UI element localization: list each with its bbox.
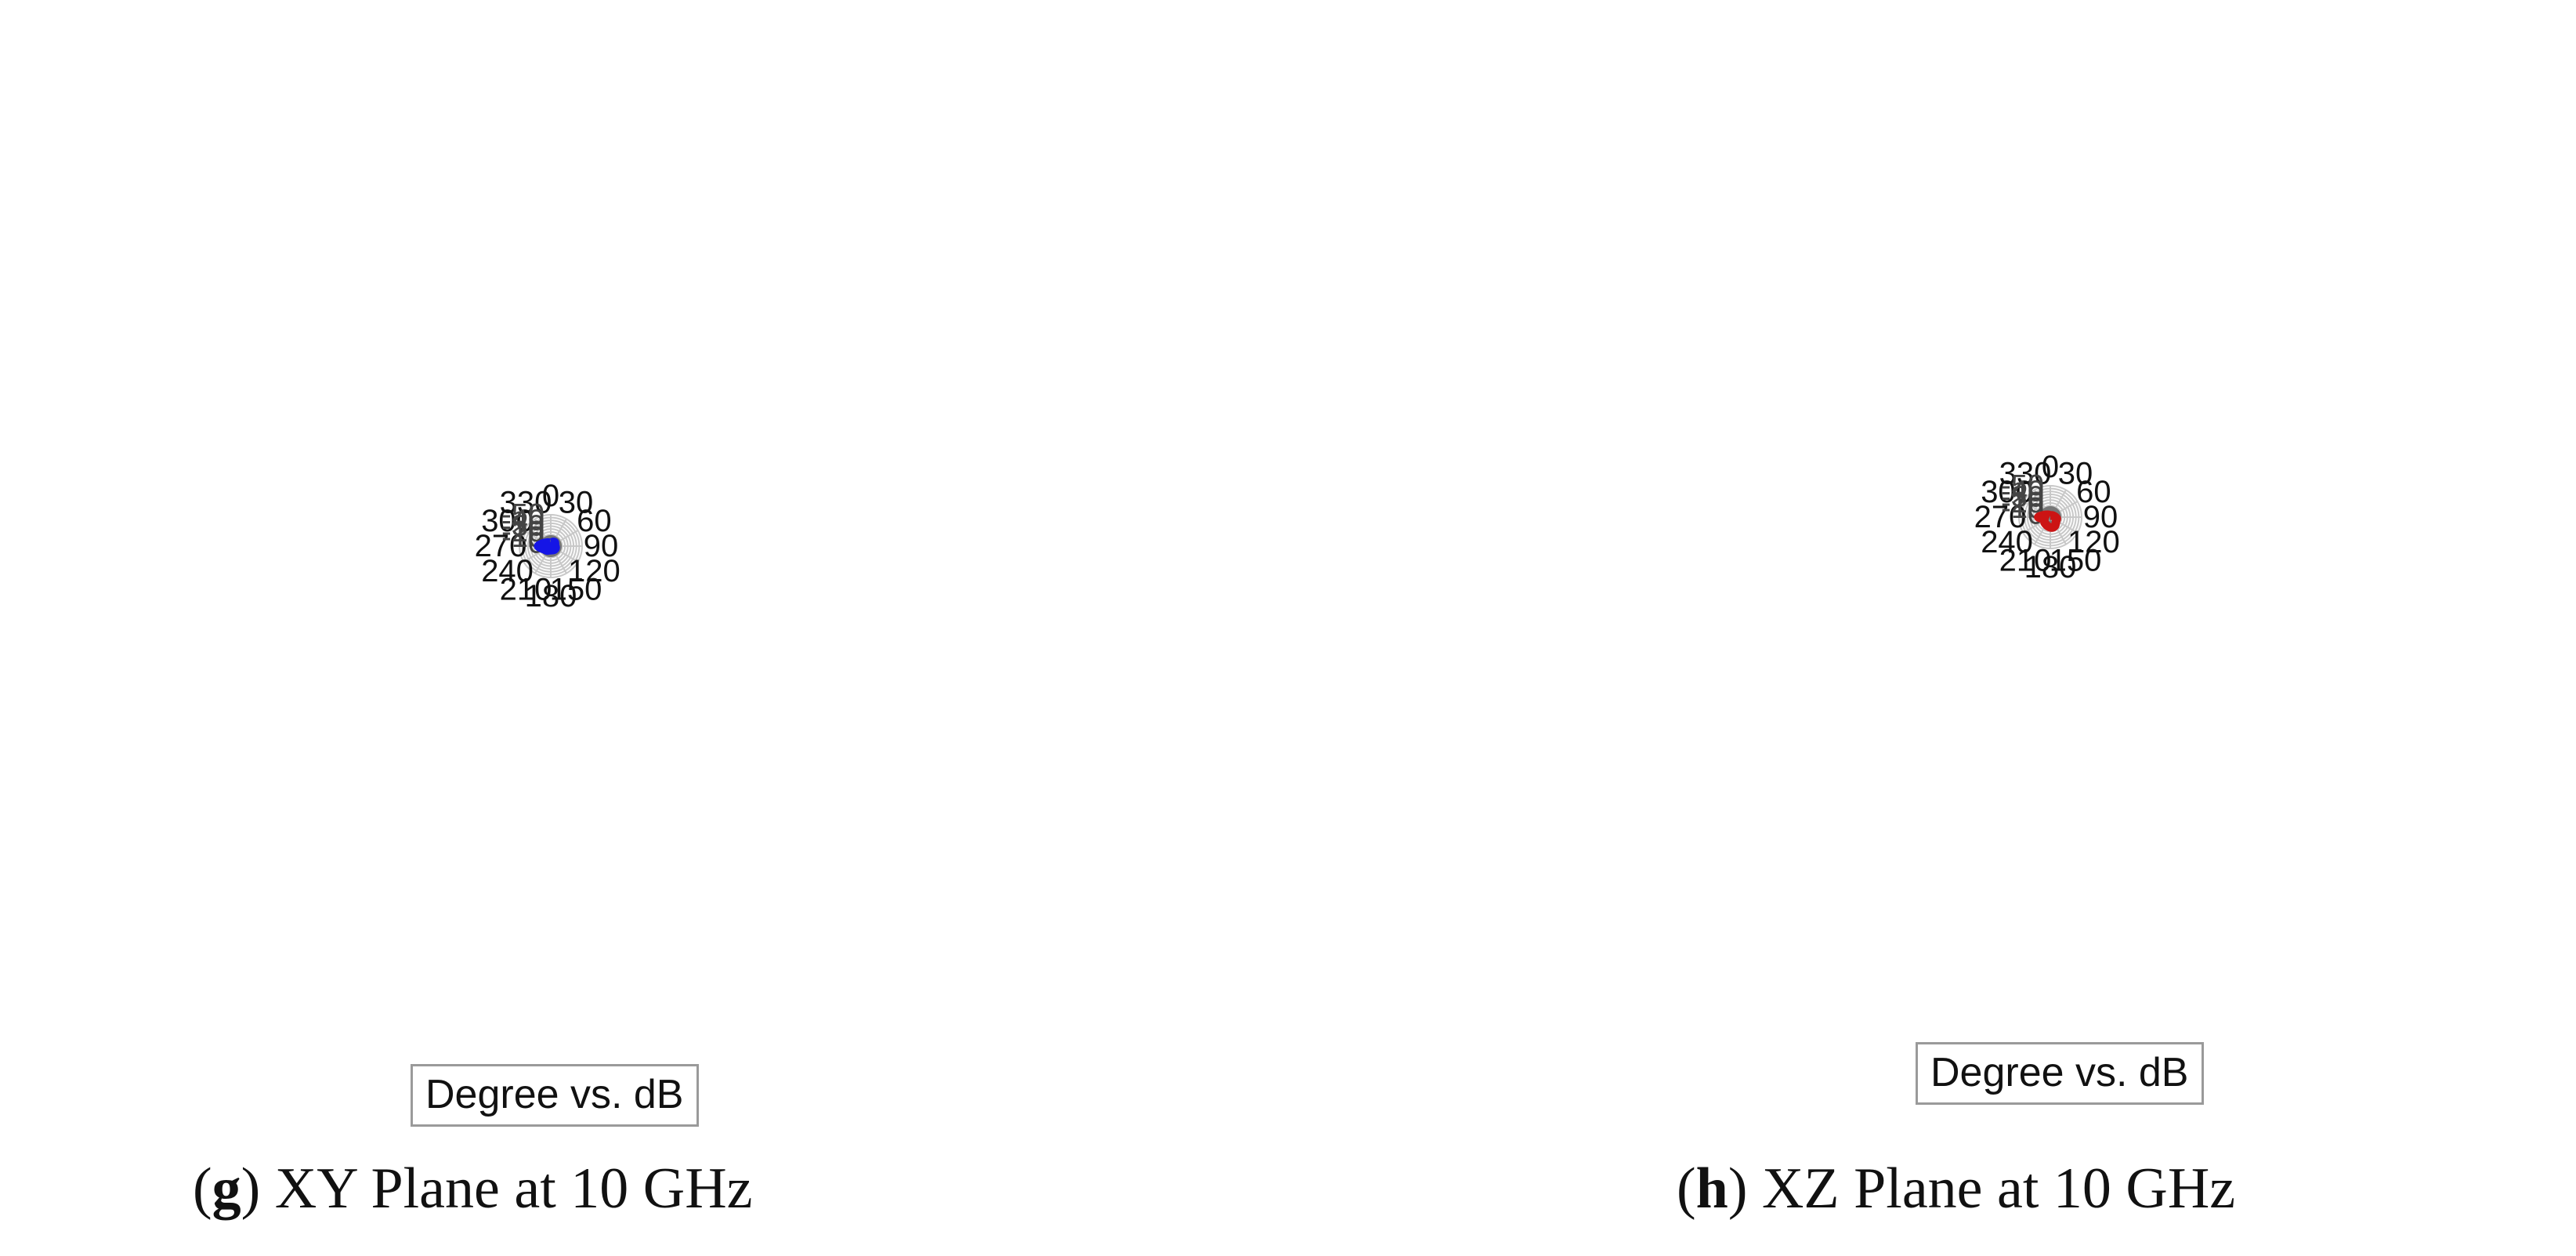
radial-tick-label: -50 [2001,469,2044,502]
angular-gridline [555,555,567,574]
angle-tick-label: 60 [577,504,612,538]
angle-tick-label: 270 [475,529,527,563]
angle-tick-label: 0 [2042,450,2059,484]
caption-text: XY Plane at 10 GHz [274,1156,753,1221]
angle-tick-label: 300 [1981,475,2033,509]
angular-gridline [2055,489,2067,509]
angle-tick-label: 240 [1981,525,2033,559]
angle-tick-label: 240 [481,554,534,588]
radial-tick-label: -50 [501,498,545,531]
angle-tick-label: 30 [559,486,594,520]
angular-gridline [523,530,542,541]
legend-box: Degree vs. dB [1916,1042,2204,1105]
angular-gridline [2059,501,2079,512]
angle-tick-label: 330 [500,486,552,520]
angular-gridline [2034,526,2046,545]
angular-gridline [2059,522,2079,534]
radial-tick-label: -40 [2001,475,2044,508]
series-line [534,538,560,556]
angular-gridline [559,530,579,541]
angle-tick-label: 180 [2024,550,2077,585]
angle-tick-label: 0 [542,479,559,513]
chart-panel-xy: 0 30 60 90 120 150 180 210 240 270 300 330 0 -10 -20 -3… [0,0,1097,1256]
angular-gridline [2034,489,2046,509]
angle-tick-label: 210 [500,572,552,606]
radial-tick-label: -30 [501,510,545,543]
caption-letter: h [1695,1156,1728,1221]
angular-gridline [555,518,567,538]
caption-letter: g [212,1156,241,1221]
figure-caption: (g) XY Plane at 10 GHz [193,1156,753,1221]
angle-tick-label: 150 [550,572,602,606]
angular-gridline [2055,526,2067,545]
angle-tick-label: 120 [568,554,620,588]
chart-panel-xz: 0 30 60 90 120 150 180 210 240 270 300 330 0 -10 -20 -3… [1489,0,2576,1256]
angle-tick-label: 270 [1974,500,2027,534]
angular-gridline [559,551,579,563]
radial-tick-label: -40 [501,504,545,537]
polar-chart-xy: 03060901201501802102402703003300-10-20-3… [475,479,620,614]
angular-gridline [534,518,546,538]
angle-tick-label: 330 [1999,457,2052,491]
angle-tick-label: 150 [2050,543,2102,577]
polar-chart-xz: 03060901201501802102402703003300-10-20-3… [1974,450,2120,585]
angular-gridline [2022,501,2042,512]
angle-tick-label: 30 [2058,457,2093,491]
angle-tick-label: 180 [525,579,577,614]
series-line [2034,510,2061,532]
legend-box: Degree vs. dB [411,1064,699,1127]
angle-tick-label: 300 [481,504,534,538]
angle-tick-label: 90 [2083,500,2118,534]
angle-tick-label: 60 [2076,475,2111,509]
angular-gridline [523,551,542,563]
angle-tick-label: 90 [584,529,619,563]
angular-gridline [534,555,546,574]
radial-tick-label: -30 [2001,481,2044,514]
angular-gridline [2022,522,2042,534]
caption-text: XZ Plane at 10 GHz [1761,1156,2236,1221]
angle-tick-label: 120 [2068,525,2120,559]
figure-caption: (h) XZ Plane at 10 GHz [1677,1156,2236,1221]
angle-tick-label: 210 [1999,543,2052,577]
